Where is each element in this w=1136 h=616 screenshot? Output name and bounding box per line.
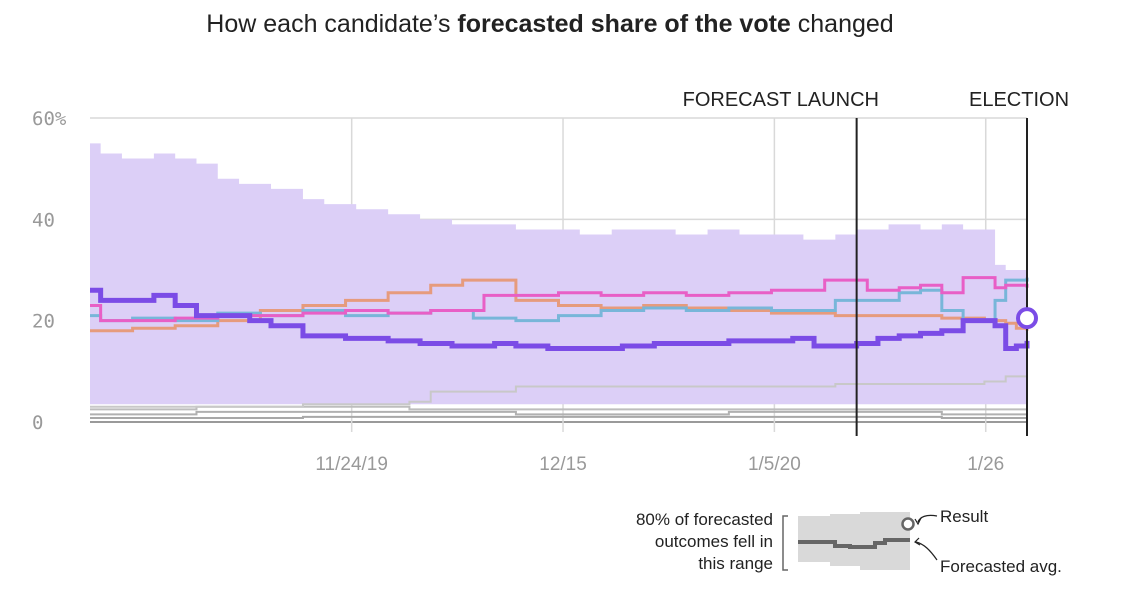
legend-avg-arrow	[915, 541, 938, 561]
legend-graphic	[782, 512, 938, 571]
annotations: FORECAST LAUNCH ELECTION	[683, 89, 1069, 436]
series-line-candidate-b	[90, 276, 1029, 323]
x-tick-label: 1/26	[967, 454, 1004, 475]
forecast-chart: FORECAST LAUNCH ELECTION 0 20 40 60% 11/24/19…	[32, 89, 1069, 475]
legend-range-text-1: 80% of forecasted	[635, 510, 773, 529]
legend-result-arrow	[917, 514, 938, 523]
legend-avg-line-sample	[798, 538, 910, 549]
result-marker	[1016, 307, 1038, 330]
y-tick-label: 0	[32, 412, 43, 434]
legend-range-text-3: this range	[698, 554, 773, 573]
forecast-range-band	[90, 143, 1027, 405]
series-line-candidate-g	[90, 410, 1027, 416]
legend-bracket	[782, 515, 788, 571]
annotation-label: FORECAST LAUNCH	[683, 89, 879, 111]
chart-legend: 80% of forecasted outcomes fell in this …	[560, 500, 1120, 590]
axis-ticks: 0 20 40 60% 11/24/19 12/15 1/5/20 1/26	[32, 108, 1004, 475]
series-line-candidate-d	[90, 278, 1029, 333]
series-line-candidate-a	[90, 287, 1030, 352]
legend-result-circle	[901, 517, 915, 531]
legend-band-sample	[798, 512, 910, 570]
series-lines	[90, 276, 1030, 419]
annotation-label: ELECTION	[969, 89, 1069, 111]
series-line-candidate-e	[90, 375, 1027, 408]
legend-range-text-2: outcomes fell in	[654, 532, 773, 551]
series-line-candidate-c	[90, 277, 1029, 323]
chart-title-suffix: changed	[790, 10, 894, 38]
y-tick-label: 40	[32, 209, 55, 231]
legend-avg-label: Forecasted avg.	[940, 557, 1062, 576]
chart-title: How each candidate’s forecasted share of…	[0, 10, 1100, 39]
x-tick-label: 1/5/20	[748, 454, 801, 475]
band-area	[90, 143, 1027, 405]
y-tick-label: 20	[32, 311, 55, 333]
legend-result-label: Result	[940, 507, 989, 526]
y-tick-label: 60%	[32, 108, 67, 130]
x-tick-label: 11/24/19	[315, 454, 388, 475]
chart-title-bold: forecasted share of the vote	[457, 10, 791, 38]
x-tick-label: 12/15	[539, 454, 587, 475]
chart-title-prefix: How each candidate’s	[206, 10, 458, 38]
series-line-candidate-h	[90, 415, 1027, 419]
